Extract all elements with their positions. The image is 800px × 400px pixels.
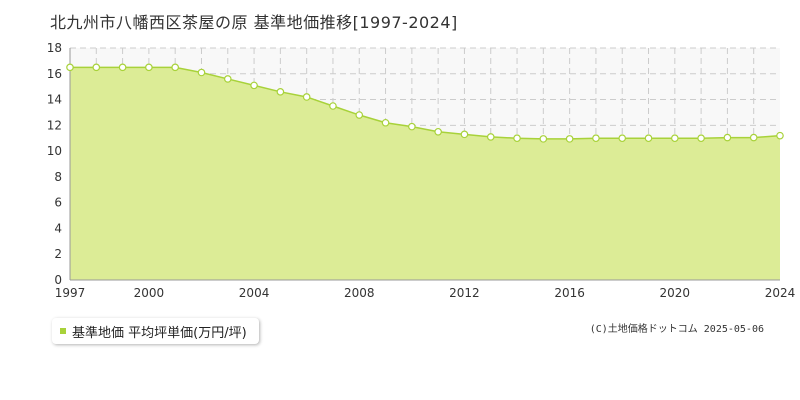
x-tick-label: 1997 <box>55 286 86 300</box>
y-tick-label: 8 <box>54 170 62 184</box>
data-point <box>539 135 548 143</box>
y-tick-label: 6 <box>54 196 62 210</box>
data-point <box>92 63 101 72</box>
series-area <box>70 67 780 280</box>
data-points <box>66 63 784 143</box>
y-tick-label: 12 <box>47 118 62 132</box>
axes <box>69 48 780 281</box>
data-point <box>618 134 627 143</box>
x-tick-labels: 1997 2000 2004 2008 2012 2016 2020 2024 <box>55 286 796 300</box>
legend-label: 基準地価 平均坪単価(万円/坪) <box>72 325 247 341</box>
data-point <box>223 75 232 83</box>
data-point <box>118 63 127 72</box>
data-point <box>250 81 258 90</box>
data-point <box>197 68 206 77</box>
data-point <box>723 133 732 142</box>
data-point <box>302 93 311 101</box>
data-point <box>460 130 469 139</box>
data-point <box>145 63 153 72</box>
y-tick-label: 2 <box>54 247 62 261</box>
x-tick-label: 2016 <box>554 286 585 300</box>
series-line <box>70 66 781 140</box>
x-tick-label: 2020 <box>660 286 691 300</box>
area-layer <box>70 66 781 280</box>
data-point <box>408 122 416 131</box>
y-tick-label: 18 <box>47 41 62 55</box>
data-point <box>697 134 705 143</box>
x-tick-label: 2012 <box>449 286 480 300</box>
data-point <box>171 63 179 72</box>
legend-marker <box>60 328 66 334</box>
y-tick-label: 0 <box>54 273 62 287</box>
data-point <box>776 131 784 140</box>
x-tick-label: 2000 <box>134 286 165 300</box>
y-tick-label: 4 <box>54 221 62 235</box>
x-tick-label: 2024 <box>765 286 796 300</box>
data-point <box>381 118 390 127</box>
y-tick-label: 16 <box>47 67 62 81</box>
data-point <box>355 111 364 119</box>
data-point <box>486 133 495 141</box>
copyright: (C)土地価格ドットコム 2025-05-06 <box>589 324 764 335</box>
data-point <box>276 88 285 96</box>
data-point <box>434 127 442 136</box>
x-tick-label: 2004 <box>239 286 270 300</box>
y-tick-label: 14 <box>47 93 62 107</box>
data-point <box>644 134 653 143</box>
data-point <box>671 134 679 143</box>
chart-title: 北九州市八幡西区茶屋の原 基準地価推移[1997-2024] <box>50 13 458 32</box>
y-tick-label: 10 <box>47 144 62 158</box>
legend: 基準地価 平均坪単価(万円/坪) <box>52 318 259 344</box>
data-point <box>749 133 758 142</box>
data-point <box>592 134 600 143</box>
data-point <box>66 63 74 72</box>
y-tick-labels: 0 2 4 6 8 10 12 14 16 18 <box>47 41 62 287</box>
x-tick-label: 2008 <box>344 286 375 300</box>
data-point <box>565 135 574 143</box>
data-point <box>329 102 337 110</box>
data-point <box>513 134 521 143</box>
